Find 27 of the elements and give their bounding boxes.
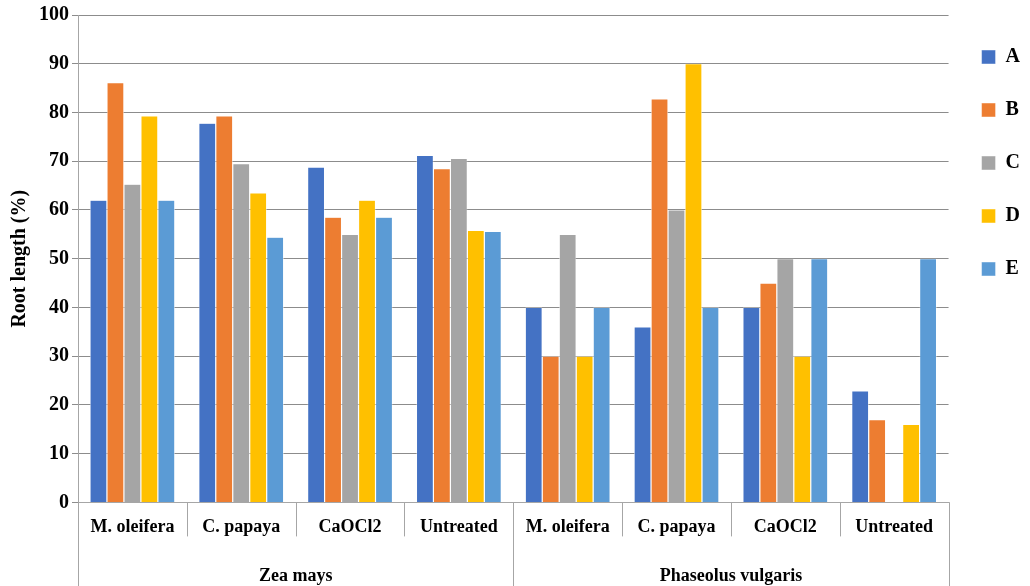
text: Phaseolus vulgaris [659,564,803,585]
y-tick-label: 100 [39,2,69,25]
legend-label: B [1005,97,1019,120]
x-tick-label: CaOCl2 [318,515,382,536]
y-tick-label: 0 [59,489,69,512]
y-tick-label: 60 [49,197,69,220]
legend-label: E [1005,256,1019,279]
x-tick-label: Untreated [855,515,933,536]
x-tick-label: C. papaya [202,515,281,536]
x-tick-label: M. oleifera [525,515,610,536]
legend-label: D [1005,203,1021,226]
y-tick-label: 30 [49,343,69,366]
x-tick-label: Untreated [420,515,498,536]
y-axis-title: Root length (%) [7,189,31,328]
y-tick-label: 40 [49,294,69,317]
y-tick-label: 70 [49,148,69,171]
text: Zea mays [258,564,333,585]
y-tick-label: 50 [49,245,69,268]
x-tick-label: C. papaya [637,515,716,536]
legend-label: C [1005,150,1021,173]
x-tick-label: M. oleifera [90,515,175,536]
y-tick-label: 90 [49,50,69,73]
y-tick-label: 10 [49,440,69,463]
x-tick-label: CaOCl2 [753,515,817,536]
y-tick-label: 80 [49,99,69,122]
y-tick-label: 20 [49,392,69,415]
legend-label: A [1005,44,1021,67]
